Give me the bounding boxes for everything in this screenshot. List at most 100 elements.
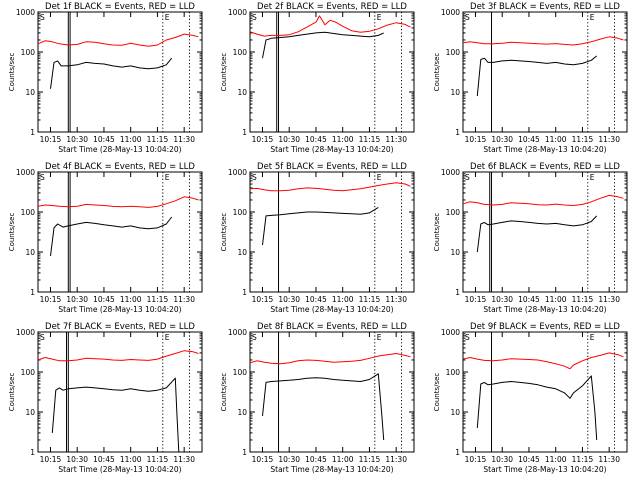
x-axis-label: Start Time (28-May-13 10:04:20) [483, 305, 606, 314]
plot-frame [37, 331, 203, 453]
x-tick-label: 11:00 [545, 295, 567, 304]
x-tick-label: 11:00 [120, 295, 142, 304]
x-tick-label: 11:30 [173, 295, 195, 304]
lld-series-line [462, 352, 624, 370]
start-marker-label: S [465, 173, 470, 182]
x-axis-label: Start Time (28-May-13 10:04:20) [483, 145, 606, 154]
x-tick-label: 10:30 [66, 455, 88, 464]
y-axis-label: Counts/sec [8, 373, 16, 412]
events-series-line [476, 375, 598, 441]
x-tick-label: 11:15 [359, 135, 381, 144]
x-tick-label: 10:15 [465, 295, 487, 304]
lld-series-line [249, 15, 411, 37]
panel-title: Det 3f BLACK = Events, RED = LLD [470, 2, 620, 12]
y-tick-label: 1 [455, 288, 460, 297]
y-axis-label: Counts/sec [433, 53, 441, 92]
x-tick-label: 10:45 [518, 295, 540, 304]
x-tick-label: 10:45 [93, 135, 115, 144]
plot-frame [37, 11, 203, 133]
plot-frame [249, 171, 415, 293]
y-tick-label: 100 [446, 48, 461, 57]
panel-6: Det 6f BLACK = Events, RED = LLD 1 10 100 10… [433, 162, 628, 314]
y-tick-label: 1000 [228, 8, 247, 17]
y-tick-label: 100 [446, 368, 461, 377]
y-tick-label: 1 [242, 128, 247, 137]
x-tick-label: 11:30 [385, 295, 407, 304]
x-tick-label: 11:15 [359, 295, 381, 304]
panel-4: Det 4f BLACK = Events, RED = LLD 1 10 100 10… [8, 162, 203, 314]
y-tick-label: 10 [237, 408, 247, 417]
y-tick-label: 10 [237, 248, 247, 257]
x-tick-label: 11:15 [147, 455, 169, 464]
x-axis-label: Start Time (28-May-13 10:04:20) [483, 465, 606, 474]
y-tick-label: 1 [455, 128, 460, 137]
panel-title: Det 2f BLACK = Events, RED = LLD [257, 2, 407, 12]
x-tick-label: 11:00 [545, 135, 567, 144]
end-marker-label: E [165, 173, 170, 182]
plot-frame [249, 11, 415, 133]
x-tick-label: 10:15 [40, 295, 62, 304]
panel-3: Det 3f BLACK = Events, RED = LLD 1 10 100 10… [433, 2, 628, 154]
y-axis-label: Counts/sec [8, 213, 16, 252]
end-marker-label: E [590, 173, 595, 182]
x-tick-label: 11:15 [147, 135, 169, 144]
y-axis-label: Counts/sec [433, 213, 441, 252]
lld-series-line [37, 350, 199, 362]
y-tick-label: 1 [30, 448, 35, 457]
lld-series-line [462, 36, 624, 46]
events-series-line [476, 55, 598, 96]
y-tick-label: 1 [242, 288, 247, 297]
end-marker-label: E [165, 13, 170, 22]
y-tick-label: 1 [242, 448, 247, 457]
y-axis-label: Counts/sec [220, 213, 228, 252]
x-tick-label: 10:15 [252, 135, 274, 144]
panel-5: Det 5f BLACK = Events, RED = LLD 1 10 100 10… [220, 162, 415, 314]
start-marker-label: S [252, 333, 257, 342]
x-axis-label: Start Time (28-May-13 10:04:20) [58, 305, 181, 314]
x-tick-label: 11:00 [545, 455, 567, 464]
x-tick-label: 10:15 [40, 455, 62, 464]
start-marker-label: S [40, 13, 45, 22]
panel-8: Det 8f BLACK = Events, RED = LLD 1 10 100 10… [220, 322, 415, 474]
events-series-line [262, 31, 384, 59]
x-axis-label: Start Time (28-May-13 10:04:20) [58, 465, 181, 474]
y-tick-label: 100 [233, 48, 248, 57]
panel-title: Det 8f BLACK = Events, RED = LLD [257, 322, 407, 332]
start-marker-label: S [465, 333, 470, 342]
y-tick-label: 1000 [16, 168, 35, 177]
x-tick-label: 10:30 [491, 295, 513, 304]
x-tick-label: 10:45 [518, 135, 540, 144]
y-axis-label: Counts/sec [433, 373, 441, 412]
x-tick-label: 11:30 [385, 455, 407, 464]
x-tick-label: 11:15 [147, 295, 169, 304]
x-tick-label: 10:30 [66, 135, 88, 144]
x-tick-label: 10:45 [305, 135, 327, 144]
x-tick-label: 10:15 [252, 295, 274, 304]
y-tick-label: 100 [233, 208, 248, 217]
start-marker-label: S [252, 173, 257, 182]
plot-frame [37, 171, 203, 293]
y-tick-label: 1 [30, 128, 35, 137]
events-series-line [51, 377, 180, 453]
x-tick-label: 10:45 [305, 295, 327, 304]
start-marker-label: S [252, 13, 257, 22]
x-axis-label: Start Time (28-May-13 10:04:20) [58, 145, 181, 154]
x-tick-label: 10:30 [278, 135, 300, 144]
panel-title: Det 4f BLACK = Events, RED = LLD [45, 162, 195, 172]
x-tick-label: 11:15 [572, 135, 594, 144]
x-tick-label: 11:00 [332, 455, 354, 464]
y-tick-label: 1000 [441, 328, 460, 337]
lld-series-line [37, 33, 199, 47]
panel-title: Det 1f BLACK = Events, RED = LLD [45, 2, 195, 12]
end-marker-label: E [377, 333, 382, 342]
events-series-line [50, 57, 173, 89]
y-tick-label: 10 [450, 88, 460, 97]
end-marker-label: E [590, 13, 595, 22]
panel-title: Det 6f BLACK = Events, RED = LLD [470, 162, 620, 172]
lld-series-line [462, 194, 624, 206]
events-series-line [476, 215, 598, 253]
start-marker-label: S [40, 333, 45, 342]
plot-frame [462, 11, 628, 133]
y-axis-label: Counts/sec [220, 373, 228, 412]
